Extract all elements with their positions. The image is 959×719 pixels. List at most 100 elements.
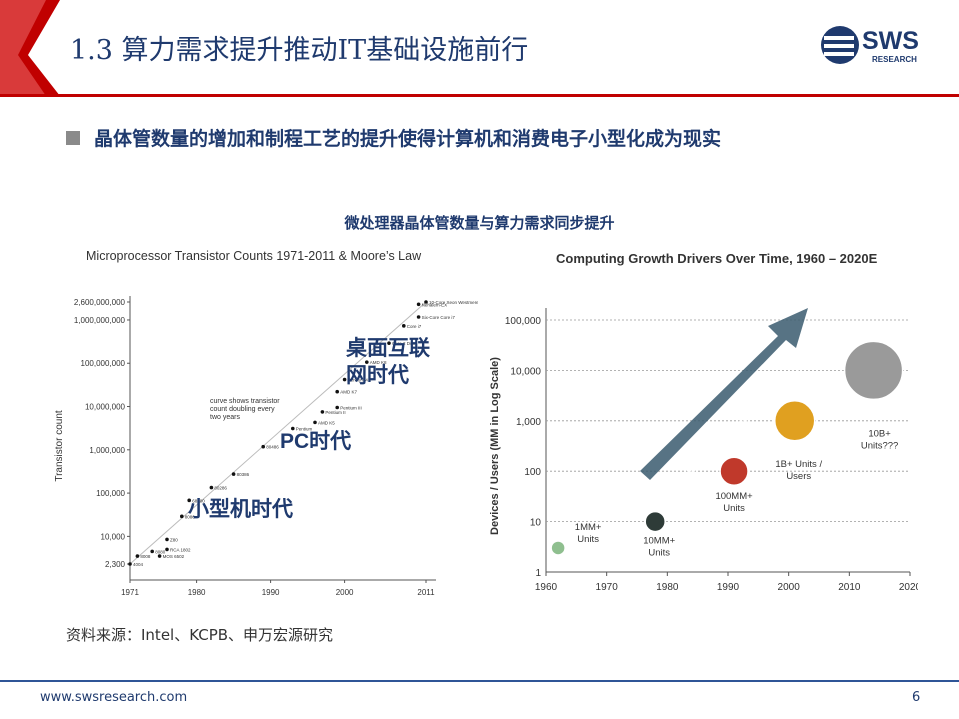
chart1-point [150,549,154,554]
chart1-point [313,420,317,425]
chart1-point-label: Nehalem-EX [422,302,448,307]
growth-bubble-label-line1: 100MM+ [715,491,753,502]
growth-bubble-label-line2: Units [577,534,599,545]
growth-bubble-label-line1: 1B+ Units / [775,459,822,470]
growth-bubble-label-line2: Units [723,503,745,514]
chart1-annotation-2: count doubling every [210,406,275,413]
chart1-point-label: AMD K8 [370,360,387,365]
chart1-y-tick-label: 10,000 [101,532,126,541]
growth-bubble-label-line1: 10MM+ [643,536,675,547]
chart2-y-tick-label: 10,000 [510,366,541,377]
page-number: 6 [912,690,921,705]
chart1-x-tick-label: 1980 [188,588,206,597]
chart1-point [261,444,265,449]
chart1-point [231,472,236,476]
chart1-y-tick-label: 100,000,000 [81,359,126,368]
era-label-minicomputer: 小型机时代 [188,497,293,521]
chart2-y-tick-label: 1 [535,568,541,579]
bullet-text: 晶体管数量的增加和制程工艺的提升使得计算机和消费电子小型化成为现实 [94,128,722,150]
page-title: 1.3 算力需求提升推动IT基础设施前行 [70,35,529,66]
chart1-point [416,302,421,307]
chart1-point-label: AMD K7 [340,390,357,395]
footer-rule [0,680,959,682]
chart1-point-label: Z80 [170,537,178,542]
growth-arrow [640,308,808,480]
header-chevron-inner [0,0,46,96]
chart1-point-label: 68000 [192,498,205,503]
growth-bubble-label-line2: Units [648,548,670,559]
chart1-point-label: AMD K5 [318,420,335,425]
chart2-y-tick-label: 100 [524,467,541,478]
growth-bubble-group: 10MM+Units [643,510,676,559]
growth-bubble [773,400,816,442]
chart1-point [402,324,406,328]
chart2-x-tick-label: 2010 [838,582,861,593]
chart2-x-tick-label: 1990 [717,582,740,593]
chart1-point [387,341,391,345]
growth-bubble-group: 1B+ Units /Users [773,400,822,482]
chart1-x-tick-label: 2000 [336,588,354,597]
chart2-y-tick-label: 100,000 [505,316,542,327]
chart1-point [342,377,347,382]
chart1-point-label: Six-Core Core i7 [422,315,456,320]
chart2-x-tick-label: 1960 [535,582,558,593]
chart1-point-label: 80286 [214,486,227,491]
chart1-y-tick-label: 1,000,000 [89,446,125,455]
figure-title: 微处理器晶体管数量与算力需求同步提升 [344,214,615,232]
chart1-point [180,514,184,519]
charts-container: Microprocessor Transistor Counts 1971-20… [48,236,918,610]
chart1-point [424,300,428,304]
growth-bubble [843,340,904,401]
chart2-y-tick-label: 10 [530,518,542,529]
chart2-ylabel: Devices / Users (MM in Log Scale) [489,357,501,535]
growth-bubble-group: 100MM+Units [715,456,753,514]
chart1-point-label: 10-Core Xeon Westmere-EX [429,300,478,305]
chart1-point-label: 8080 [155,549,166,554]
chart1-point-label: 4004 [133,562,144,567]
chart1-y-tick-label: 2,300 [105,560,126,569]
growth-bubble-label-line2: Units??? [861,440,899,451]
chart1-x-tick-label: 1990 [262,588,280,597]
chart1-point-label: 80486 [266,445,279,450]
chart1-point [165,537,169,542]
growth-bubble-group: 10B+Units??? [843,340,904,451]
era-label-desktop-internet-2: 网时代 [346,364,409,387]
moores-law-trend-line [129,301,427,565]
logo-text: SWS [862,27,919,55]
chart1-point-label: RCA 1802 [170,547,191,552]
logo-subtext: RESEARCH [872,55,917,64]
chart1-y-tick-label: 1,000,000,000 [74,316,126,325]
chart2-title: Computing Growth Drivers Over Time, 1960… [556,251,878,266]
chart2-x-tick-label: 2000 [778,582,801,593]
chart1-point-label: MOS 6502 [163,554,185,559]
chart2-x-tick-label: 1980 [656,582,679,593]
chart1-point [128,562,132,566]
footer-url-link[interactable]: www.swsresearch.com [40,690,188,705]
computing-growth-chart: Computing Growth Drivers Over Time, 1960… [489,251,918,593]
chart1-ylabel: Transistor count [54,410,65,482]
chart1-point-label: Pentium III [340,405,362,410]
chart1-y-tick-label: 100,000 [96,489,125,498]
bullet-row: 晶体管数量的增加和制程工艺的提升使得计算机和消费电子小型化成为现实 [66,124,721,151]
chart1-x-tick-label: 1971 [121,588,139,597]
chart1-point-label: Pentium [296,427,313,432]
growth-bubble [644,510,666,533]
transistor-count-chart: Microprocessor Transistor Counts 1971-20… [54,249,478,597]
growth-bubble-label-line1: 1MM+ [575,522,602,533]
growth-bubble-label-line2: Users [786,471,811,482]
era-label-pc: PC时代 [280,430,351,453]
chart1-point-label: Pentium II [325,410,345,415]
chart2-y-tick-label: 1,000 [516,417,541,428]
chart1-point-label: 8008 [140,554,151,559]
square-bullet-icon [66,130,80,145]
growth-bubble-group: 1MM+Units [550,522,602,556]
chart1-point [365,360,369,364]
chart1-point [335,389,340,394]
chart1-x-tick-label: 2011 [417,588,435,597]
chart1-point-label: Core 2 Duo [392,341,416,346]
header-decoration [0,0,959,97]
chart1-point [135,554,140,558]
chart1-point-label: Pentium 4 [348,378,369,383]
chart1-point [165,547,169,552]
era-label-desktop-internet-1: 桌面互联 [346,337,430,360]
